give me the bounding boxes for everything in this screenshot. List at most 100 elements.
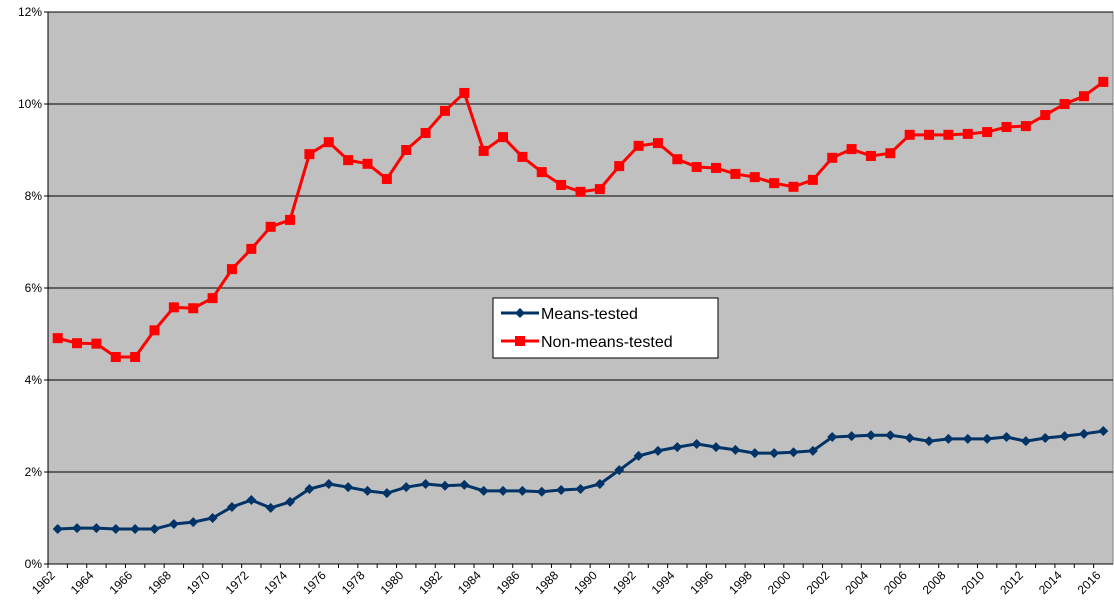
x-tick-label: 1990 xyxy=(571,568,600,597)
x-tick-label: 1976 xyxy=(300,568,329,597)
marker xyxy=(52,333,63,344)
marker xyxy=(536,167,547,178)
x-tick-label: 2008 xyxy=(920,568,949,597)
marker xyxy=(323,478,334,489)
marker xyxy=(672,442,683,453)
marker xyxy=(304,484,315,495)
marker xyxy=(652,445,663,456)
marker xyxy=(52,524,63,535)
marker xyxy=(265,502,276,513)
marker xyxy=(207,513,218,523)
x-tick-label: 2016 xyxy=(1075,568,1104,597)
marker xyxy=(110,524,121,535)
marker xyxy=(362,158,373,169)
marker xyxy=(982,433,993,444)
legend-label: Non-means-tested xyxy=(541,334,673,351)
marker xyxy=(1098,76,1109,87)
marker xyxy=(1098,426,1109,437)
x-tick-label: 1994 xyxy=(649,568,678,597)
marker xyxy=(323,137,334,148)
y-tick-label: 2% xyxy=(25,465,43,479)
marker xyxy=(788,447,799,458)
marker xyxy=(498,485,509,496)
marker xyxy=(827,432,838,443)
marker xyxy=(265,221,276,232)
marker xyxy=(982,127,993,138)
x-tick-label: 1984 xyxy=(455,568,484,597)
marker xyxy=(1078,91,1089,102)
marker xyxy=(515,308,525,318)
x-tick-label: 1986 xyxy=(494,568,523,597)
y-tick-label: 10% xyxy=(18,97,42,111)
marker xyxy=(401,145,412,155)
x-tick-label: 1970 xyxy=(184,568,213,597)
x-tick-label: 2000 xyxy=(765,568,794,597)
marker xyxy=(515,336,525,346)
marker xyxy=(130,352,141,362)
y-tick-label: 8% xyxy=(25,189,43,203)
marker xyxy=(672,154,683,165)
legend-box xyxy=(492,297,719,359)
marker xyxy=(285,214,296,225)
marker xyxy=(943,433,954,444)
y-tick-label: 0% xyxy=(25,557,43,571)
marker xyxy=(924,436,935,447)
marker xyxy=(730,168,741,179)
marker xyxy=(827,152,838,163)
marker xyxy=(420,478,431,489)
marker xyxy=(749,448,760,459)
marker xyxy=(788,181,799,192)
marker xyxy=(711,442,722,453)
x-tick-label: 1966 xyxy=(106,568,135,597)
marker xyxy=(865,430,876,441)
marker xyxy=(72,523,83,534)
marker xyxy=(885,148,896,159)
marker xyxy=(633,450,644,461)
marker xyxy=(304,149,315,160)
marker xyxy=(188,517,199,528)
legend-label: Means-tested xyxy=(541,306,638,323)
marker xyxy=(1040,432,1051,443)
marker xyxy=(285,496,296,507)
marker xyxy=(556,484,567,495)
marker xyxy=(226,264,237,275)
marker xyxy=(381,488,392,499)
marker xyxy=(846,144,857,155)
x-tick-label: 2004 xyxy=(842,568,871,597)
x-tick-label: 2010 xyxy=(958,568,987,597)
marker xyxy=(168,518,179,529)
marker xyxy=(439,105,450,116)
marker xyxy=(478,485,489,496)
marker xyxy=(1001,122,1012,132)
marker xyxy=(769,178,780,189)
x-tick-label: 1962 xyxy=(29,568,58,597)
y-tick-label: 4% xyxy=(25,373,43,387)
marker xyxy=(1001,432,1012,443)
x-tick-label: 2006 xyxy=(881,568,910,597)
marker xyxy=(943,129,954,140)
marker xyxy=(226,501,237,512)
marker xyxy=(1020,121,1031,132)
x-tick-label: 1992 xyxy=(610,568,639,597)
marker xyxy=(594,184,605,195)
marker xyxy=(343,482,354,493)
marker xyxy=(381,173,392,184)
marker xyxy=(362,485,373,496)
x-tick-label: 1980 xyxy=(378,568,407,597)
marker xyxy=(575,186,586,197)
marker xyxy=(188,303,199,314)
marker xyxy=(130,524,141,535)
x-tick-label: 1974 xyxy=(261,568,290,597)
marker xyxy=(885,430,896,441)
x-tick-label: 1996 xyxy=(687,568,716,597)
x-tick-label: 2002 xyxy=(804,568,833,597)
marker xyxy=(1078,428,1089,439)
marker xyxy=(633,140,644,151)
x-tick-label: 1968 xyxy=(145,568,174,597)
marker xyxy=(72,338,83,349)
legend: Means-tested Non-means-tested xyxy=(492,297,719,359)
marker xyxy=(459,87,470,98)
marker xyxy=(1020,436,1031,447)
marker xyxy=(1040,110,1051,121)
